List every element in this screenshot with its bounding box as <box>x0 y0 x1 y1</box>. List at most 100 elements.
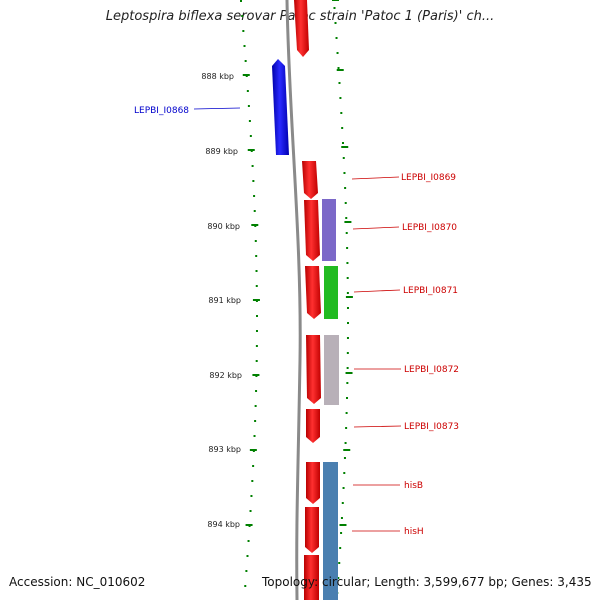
scale-tick <box>338 82 341 84</box>
gene-hisH[interactable] <box>305 507 319 553</box>
scale-tick <box>346 277 349 279</box>
scale-tick <box>341 146 349 148</box>
scale-tick <box>251 165 254 167</box>
scale-tick <box>343 472 346 474</box>
gene-LEPBI_I0871[interactable] <box>305 266 321 319</box>
scale-tick <box>250 495 253 497</box>
cog-block-hisB-hisH <box>323 462 338 600</box>
gene-label-hisH[interactable]: hisH <box>404 527 424 537</box>
scale-tick <box>246 555 249 557</box>
scale-tick <box>337 577 340 579</box>
scale-tick <box>346 307 349 309</box>
scale-tick <box>247 540 250 542</box>
scale-tick <box>346 397 349 399</box>
scale-tick <box>255 270 258 272</box>
scale-tick <box>341 142 344 144</box>
backbone-arc <box>285 0 302 600</box>
scale-tick <box>345 232 348 234</box>
gene-forward-top[interactable] <box>294 0 309 57</box>
scale-tick <box>332 0 339 1</box>
scale-tick <box>255 315 258 317</box>
scale-tick <box>339 547 342 549</box>
kbp-label-888: 888 kbp <box>201 72 234 81</box>
scale-tick <box>345 217 348 219</box>
genome-stats-text: Topology: circular; Length: 3,599,677 bp… <box>262 575 592 589</box>
scale-tick <box>241 15 244 17</box>
scale-tick <box>344 221 352 223</box>
scale-tick <box>339 97 342 99</box>
gene-label-hisB[interactable]: hisB <box>404 481 423 491</box>
scale-tick <box>346 322 349 324</box>
scale-tick <box>248 120 251 122</box>
scale-tick <box>242 74 250 76</box>
gene-LEPBI_I0873[interactable] <box>306 409 320 443</box>
cog-block-LEPBI_I0871 <box>324 266 338 319</box>
gene-label-LEPBI_I0873[interactable]: LEPBI_I0873 <box>404 422 459 432</box>
scale-tick <box>255 330 258 332</box>
kbp-label-894: 894 kbp <box>207 520 240 529</box>
scale-tick <box>340 112 343 114</box>
scale-tick <box>333 7 336 9</box>
scale-tick <box>254 420 257 422</box>
gene-label-LEPBI_I0869[interactable]: LEPBI_I0869 <box>401 173 456 183</box>
kbp-label-group: 888 kbp 889 kbp 890 kbp 891 kbp 892 kbp … <box>201 72 242 529</box>
kbp-label-889: 889 kbp <box>205 147 238 156</box>
scale-tick <box>254 405 257 407</box>
scale-tick <box>249 135 252 137</box>
scale-tick <box>244 60 247 62</box>
scale-tick <box>251 480 254 482</box>
scale-tick <box>344 202 347 204</box>
scale-tick <box>240 0 242 2</box>
gene-label-LEPBI_I0870[interactable]: LEPBI_I0870 <box>402 223 457 233</box>
scale-tick <box>340 532 343 534</box>
gene-label-LEPBI_I0871[interactable]: LEPBI_I0871 <box>403 286 458 296</box>
scale-tick <box>247 149 255 151</box>
kbp-label-893: 893 kbp <box>208 445 241 454</box>
kbp-label-891: 891 kbp <box>208 296 241 305</box>
label-leaders <box>193 107 402 532</box>
scale-tick <box>346 382 349 384</box>
cog-block-LEPBI_I0870 <box>322 199 336 261</box>
scale-tick <box>243 45 246 47</box>
scale-tick <box>246 90 249 92</box>
scale-tick <box>253 435 256 437</box>
scale-tick <box>252 299 260 301</box>
scale-tick <box>245 570 248 572</box>
gene-forward-bottom[interactable] <box>304 555 319 600</box>
scale-tick <box>345 296 353 298</box>
scale-tick <box>342 487 345 489</box>
scale-tick <box>346 337 349 339</box>
scale-tick <box>345 412 348 414</box>
gene-LEPBI_I0868[interactable] <box>272 59 289 155</box>
scale-tick <box>336 52 339 54</box>
scale-tick <box>252 465 255 467</box>
scale-tick <box>345 372 353 374</box>
scale-tick <box>344 442 347 444</box>
scale-tick <box>336 69 344 71</box>
gene-label-LEPBI_I0868[interactable]: LEPBI_I0868 <box>134 106 189 116</box>
scale-tick <box>254 240 257 242</box>
scale-tick <box>255 285 258 287</box>
scale-tick <box>242 30 245 32</box>
gene-LEPBI_I0869[interactable] <box>302 161 318 199</box>
kbp-label-892: 892 kbp <box>209 371 242 380</box>
scale-tick <box>252 180 255 182</box>
scale-tick <box>335 37 338 39</box>
scale-tick <box>343 457 346 459</box>
scale-tick <box>345 427 348 429</box>
kbp-ticks <box>242 0 353 526</box>
scale-tick <box>339 524 347 526</box>
scale-tick <box>346 262 349 264</box>
scale-tick <box>249 449 257 451</box>
gene-LEPBI_I0870[interactable] <box>304 200 320 261</box>
scale-tick <box>255 255 258 257</box>
gene-hisB[interactable] <box>306 462 320 504</box>
gene-label-LEPBI_I0872[interactable]: LEPBI_I0872 <box>404 365 459 375</box>
scale-tick <box>255 390 258 392</box>
scale-tick <box>252 374 260 376</box>
accession-text: Accession: NC_010602 <box>9 575 146 589</box>
scale-tick <box>245 524 253 526</box>
gene-LEPBI_I0872[interactable] <box>306 335 321 404</box>
kbp-label-890: 890 kbp <box>207 222 240 231</box>
